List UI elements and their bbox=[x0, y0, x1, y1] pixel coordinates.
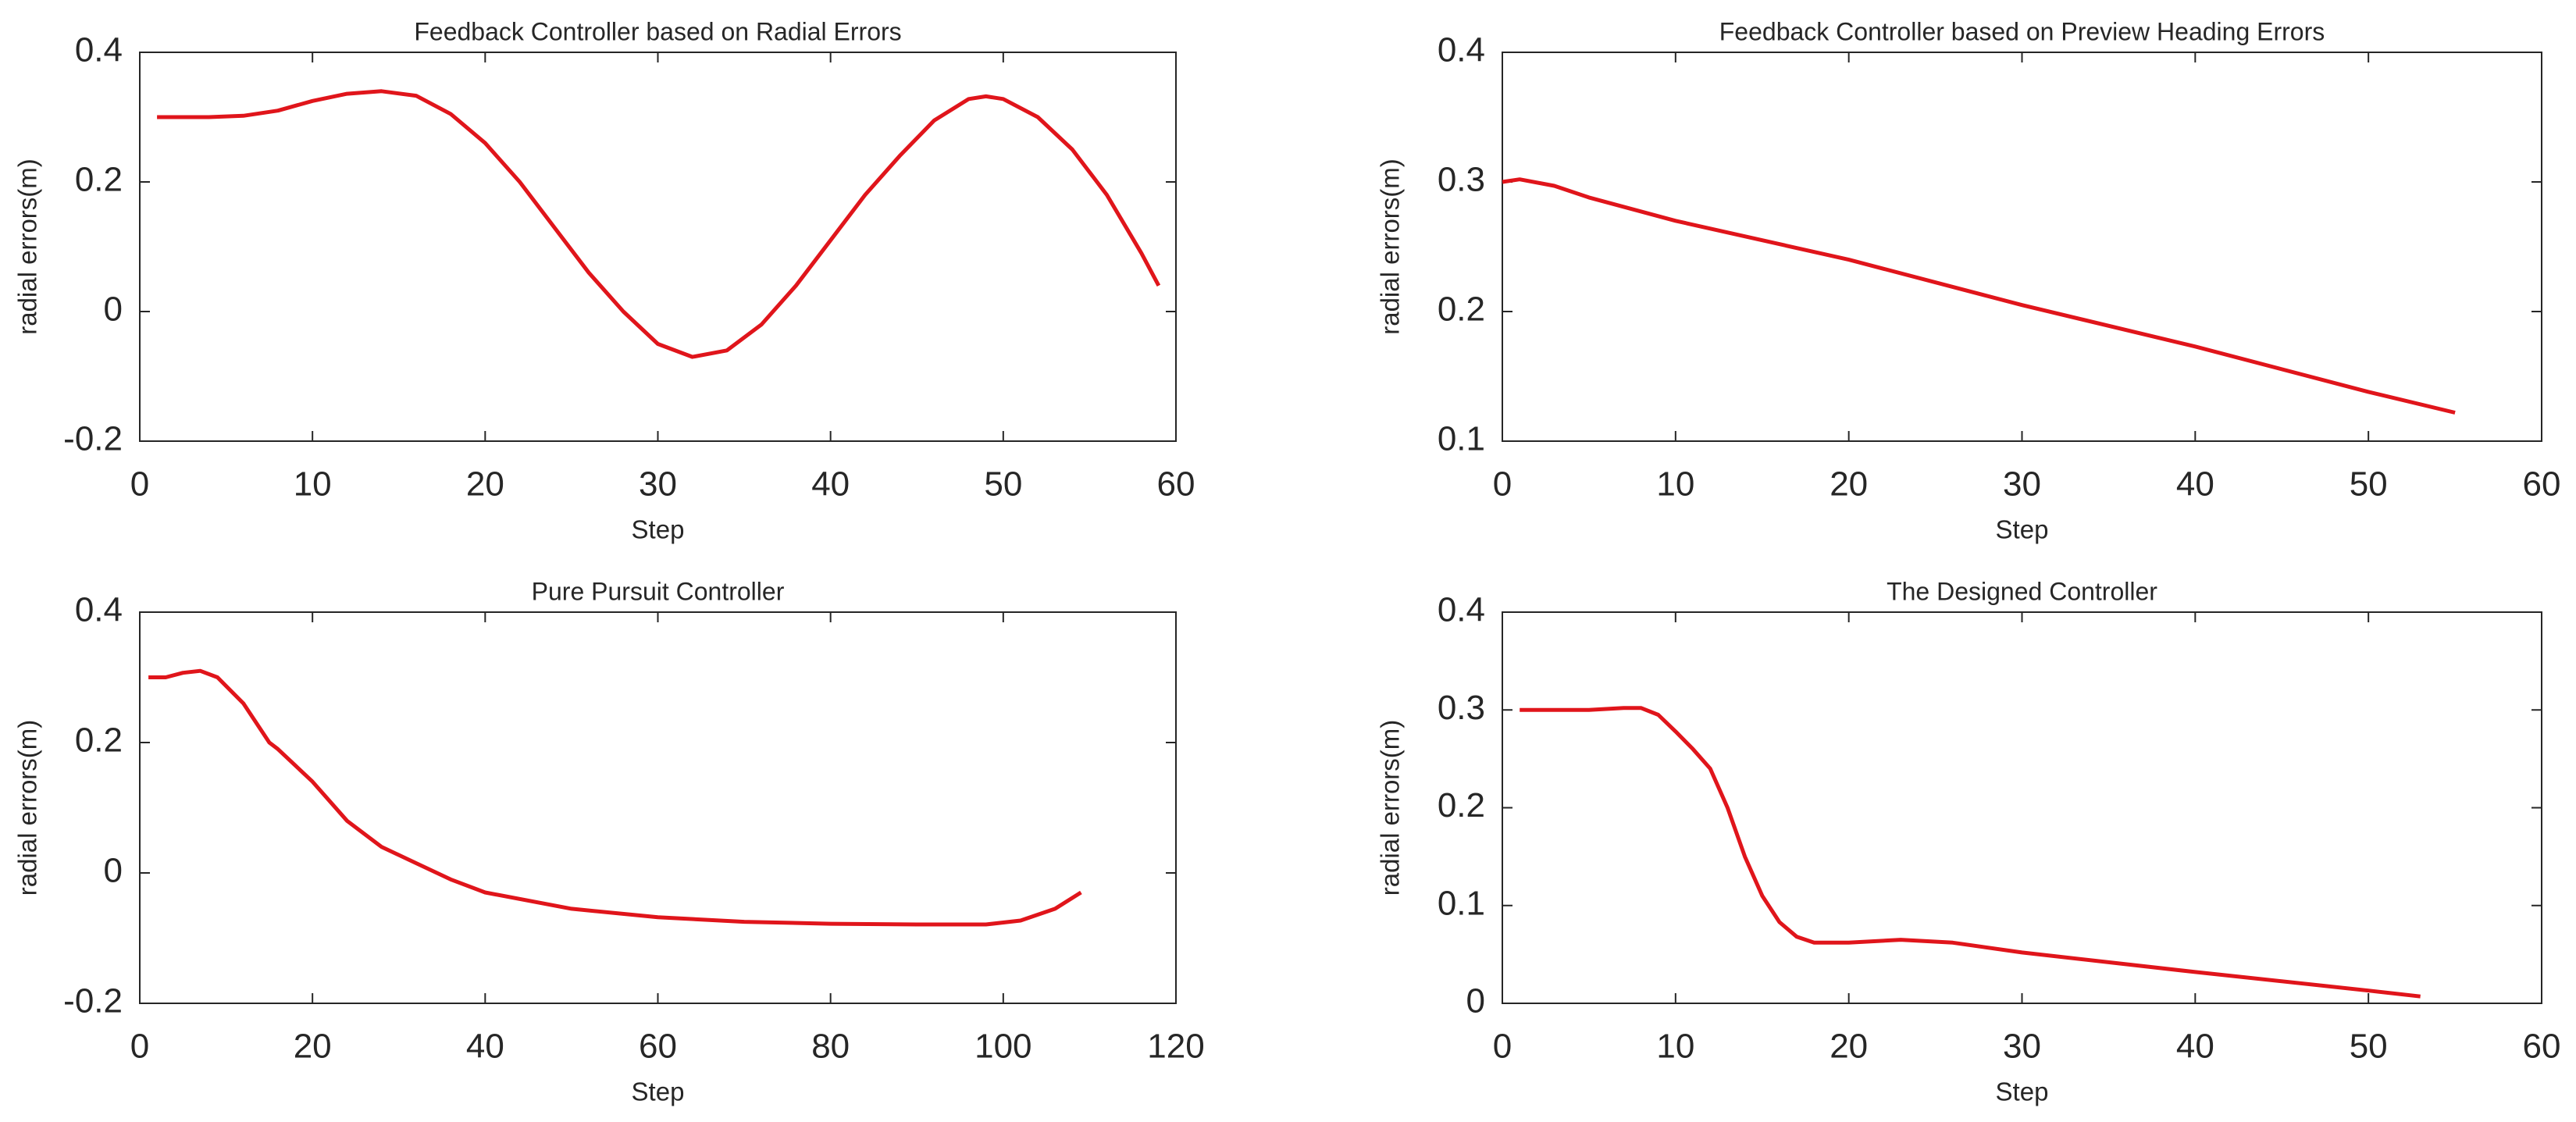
y-tick-label: 0.4 bbox=[1438, 31, 1485, 69]
y-axis-label: radial errors(m) bbox=[13, 159, 42, 335]
x-tick-label: 0 bbox=[130, 1028, 149, 1066]
x-tick-label: 100 bbox=[974, 1028, 1031, 1066]
y-tick-label: 0.2 bbox=[1438, 786, 1485, 825]
axes-box bbox=[139, 52, 1177, 442]
chart-title: The Designed Controller bbox=[1887, 577, 2157, 605]
x-tick-label: 50 bbox=[2350, 1028, 2388, 1066]
data-line bbox=[148, 668, 1082, 927]
x-tick-label: 60 bbox=[2523, 465, 2561, 504]
x-tick-label: 30 bbox=[639, 465, 677, 504]
x-axis-label: Step bbox=[632, 515, 685, 544]
data-line bbox=[1502, 177, 2456, 415]
y-tick-label: 0.3 bbox=[1438, 161, 1485, 199]
y-tick-label: 0.2 bbox=[1438, 290, 1485, 329]
x-tick-label: 50 bbox=[984, 465, 1022, 504]
data-line bbox=[1520, 706, 2421, 999]
x-tick-label: 0 bbox=[130, 465, 149, 504]
y-tick-label: -0.2 bbox=[63, 420, 123, 458]
x-tick-label: 40 bbox=[466, 1028, 504, 1066]
y-tick-label: -0.2 bbox=[63, 982, 123, 1020]
data-line bbox=[157, 89, 1161, 359]
y-tick-label: 0.4 bbox=[1438, 591, 1485, 629]
y-tick-label: 0.2 bbox=[75, 721, 123, 760]
y-axis-label: radial errors(m) bbox=[1376, 720, 1405, 896]
x-tick-label: 20 bbox=[466, 465, 504, 504]
y-tick-label: 0 bbox=[104, 290, 123, 329]
y-tick-label: 0 bbox=[1466, 982, 1485, 1020]
y-tick-label: 0.2 bbox=[75, 161, 123, 199]
chart-title: Feedback Controller based on Preview Hea… bbox=[1719, 17, 2325, 45]
x-axis-label: Step bbox=[632, 1077, 685, 1106]
x-axis-label: Step bbox=[1996, 515, 2049, 544]
axes-box bbox=[1502, 52, 2542, 442]
y-axis-label: radial errors(m) bbox=[13, 720, 42, 896]
x-tick-label: 20 bbox=[1830, 1028, 1868, 1066]
y-tick-label: 0.1 bbox=[1438, 884, 1485, 922]
x-tick-label: 0 bbox=[1493, 1028, 1512, 1066]
y-tick-label: 0.3 bbox=[1438, 689, 1485, 727]
x-tick-label: 60 bbox=[2523, 1028, 2561, 1066]
x-tick-label: 30 bbox=[2003, 1028, 2041, 1066]
x-tick-label: 40 bbox=[811, 465, 850, 504]
y-axis-label: radial errors(m) bbox=[1376, 159, 1405, 335]
axes-box bbox=[139, 611, 1177, 1004]
y-tick-label: 0.1 bbox=[1438, 420, 1485, 458]
x-axis-label: Step bbox=[1996, 1077, 2049, 1106]
x-tick-label: 20 bbox=[294, 1028, 332, 1066]
x-tick-label: 60 bbox=[639, 1028, 677, 1066]
y-tick-label: 0 bbox=[104, 852, 123, 890]
x-tick-label: 120 bbox=[1147, 1028, 1204, 1066]
x-tick-label: 50 bbox=[2350, 465, 2388, 504]
x-tick-label: 40 bbox=[2176, 465, 2214, 504]
x-tick-label: 10 bbox=[1656, 465, 1694, 504]
x-tick-label: 30 bbox=[2003, 465, 2041, 504]
y-tick-label: 0.4 bbox=[75, 31, 123, 69]
x-tick-label: 10 bbox=[294, 465, 332, 504]
y-tick-label: 0.4 bbox=[75, 591, 123, 629]
chart-title: Feedback Controller based on Radial Erro… bbox=[414, 17, 901, 45]
chart-title: Pure Pursuit Controller bbox=[532, 577, 785, 605]
x-tick-label: 20 bbox=[1830, 465, 1868, 504]
x-tick-label: 80 bbox=[811, 1028, 850, 1066]
x-tick-label: 10 bbox=[1656, 1028, 1694, 1066]
x-tick-label: 40 bbox=[2176, 1028, 2214, 1066]
axes-box bbox=[1502, 611, 2542, 1004]
x-tick-label: 60 bbox=[1157, 465, 1195, 504]
x-tick-label: 0 bbox=[1493, 465, 1512, 504]
